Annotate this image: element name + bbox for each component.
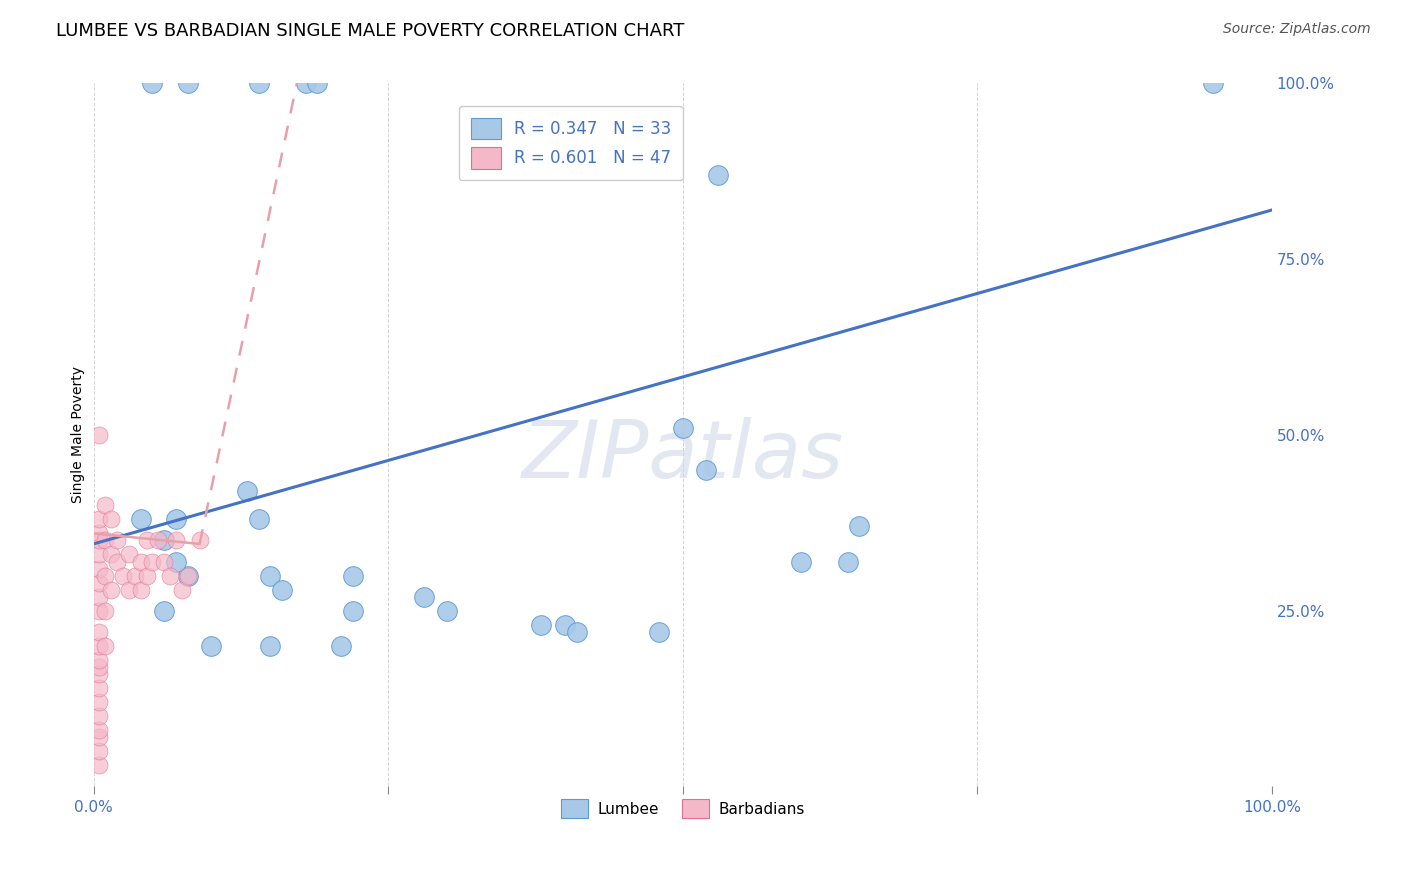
- Point: [89, 604, 111, 618]
- Point: [118, 582, 141, 597]
- Point: [94, 604, 117, 618]
- Point: [129, 554, 152, 568]
- Point: [89, 428, 111, 442]
- Point: [89, 744, 111, 758]
- Point: [271, 582, 294, 597]
- Point: [100, 548, 122, 562]
- Point: [94, 498, 117, 512]
- Point: [342, 604, 364, 618]
- Point: [89, 667, 111, 681]
- Point: [89, 758, 111, 772]
- Point: [105, 554, 128, 568]
- Point: [129, 512, 152, 526]
- Point: [89, 723, 111, 738]
- Point: [330, 639, 353, 653]
- Point: [153, 554, 176, 568]
- Point: [94, 533, 117, 548]
- Point: [89, 548, 111, 562]
- Point: [177, 568, 200, 582]
- Point: [129, 582, 152, 597]
- Y-axis label: Single Male Poverty: Single Male Poverty: [72, 367, 86, 503]
- Point: [148, 533, 170, 548]
- Point: [112, 568, 135, 582]
- Point: [141, 77, 163, 91]
- Text: LUMBEE VS BARBADIAN SINGLE MALE POVERTY CORRELATION CHART: LUMBEE VS BARBADIAN SINGLE MALE POVERTY …: [56, 22, 685, 40]
- Point: [100, 582, 122, 597]
- Point: [200, 639, 222, 653]
- Point: [259, 568, 281, 582]
- Point: [89, 512, 111, 526]
- Point: [135, 568, 157, 582]
- Point: [170, 582, 193, 597]
- Point: [848, 519, 870, 533]
- Point: [307, 77, 329, 91]
- Point: [165, 512, 187, 526]
- Point: [188, 533, 211, 548]
- Point: [89, 695, 111, 709]
- Point: [247, 512, 270, 526]
- Point: [141, 554, 163, 568]
- Point: [259, 639, 281, 653]
- Point: [89, 681, 111, 695]
- Point: [1202, 77, 1225, 91]
- Point: [159, 568, 181, 582]
- Point: [89, 653, 111, 667]
- Point: [89, 709, 111, 723]
- Legend: Lumbee, Barbadians: Lumbee, Barbadians: [554, 793, 811, 824]
- Point: [89, 561, 111, 575]
- Point: [94, 568, 117, 582]
- Point: [565, 624, 588, 639]
- Point: [124, 568, 146, 582]
- Point: [707, 168, 730, 182]
- Point: [247, 77, 270, 91]
- Point: [118, 548, 141, 562]
- Text: Source: ZipAtlas.com: Source: ZipAtlas.com: [1223, 22, 1371, 37]
- Point: [89, 731, 111, 745]
- Point: [100, 512, 122, 526]
- Point: [837, 554, 859, 568]
- Point: [789, 554, 811, 568]
- Point: [94, 639, 117, 653]
- Point: [153, 604, 176, 618]
- Point: [105, 533, 128, 548]
- Point: [89, 660, 111, 674]
- Point: [153, 533, 176, 548]
- Point: [695, 463, 717, 477]
- Point: [294, 77, 316, 91]
- Point: [89, 624, 111, 639]
- Point: [648, 624, 671, 639]
- Point: [135, 533, 157, 548]
- Point: [89, 575, 111, 590]
- Point: [554, 617, 576, 632]
- Point: [530, 617, 553, 632]
- Point: [342, 568, 364, 582]
- Point: [89, 590, 111, 604]
- Point: [672, 421, 695, 435]
- Point: [89, 533, 111, 548]
- Point: [412, 590, 434, 604]
- Point: [436, 604, 458, 618]
- Point: [165, 554, 187, 568]
- Point: [89, 639, 111, 653]
- Point: [165, 533, 187, 548]
- Point: [177, 77, 200, 91]
- Point: [177, 568, 200, 582]
- Text: ZIPatlas: ZIPatlas: [522, 417, 844, 495]
- Point: [236, 484, 259, 499]
- Point: [89, 526, 111, 541]
